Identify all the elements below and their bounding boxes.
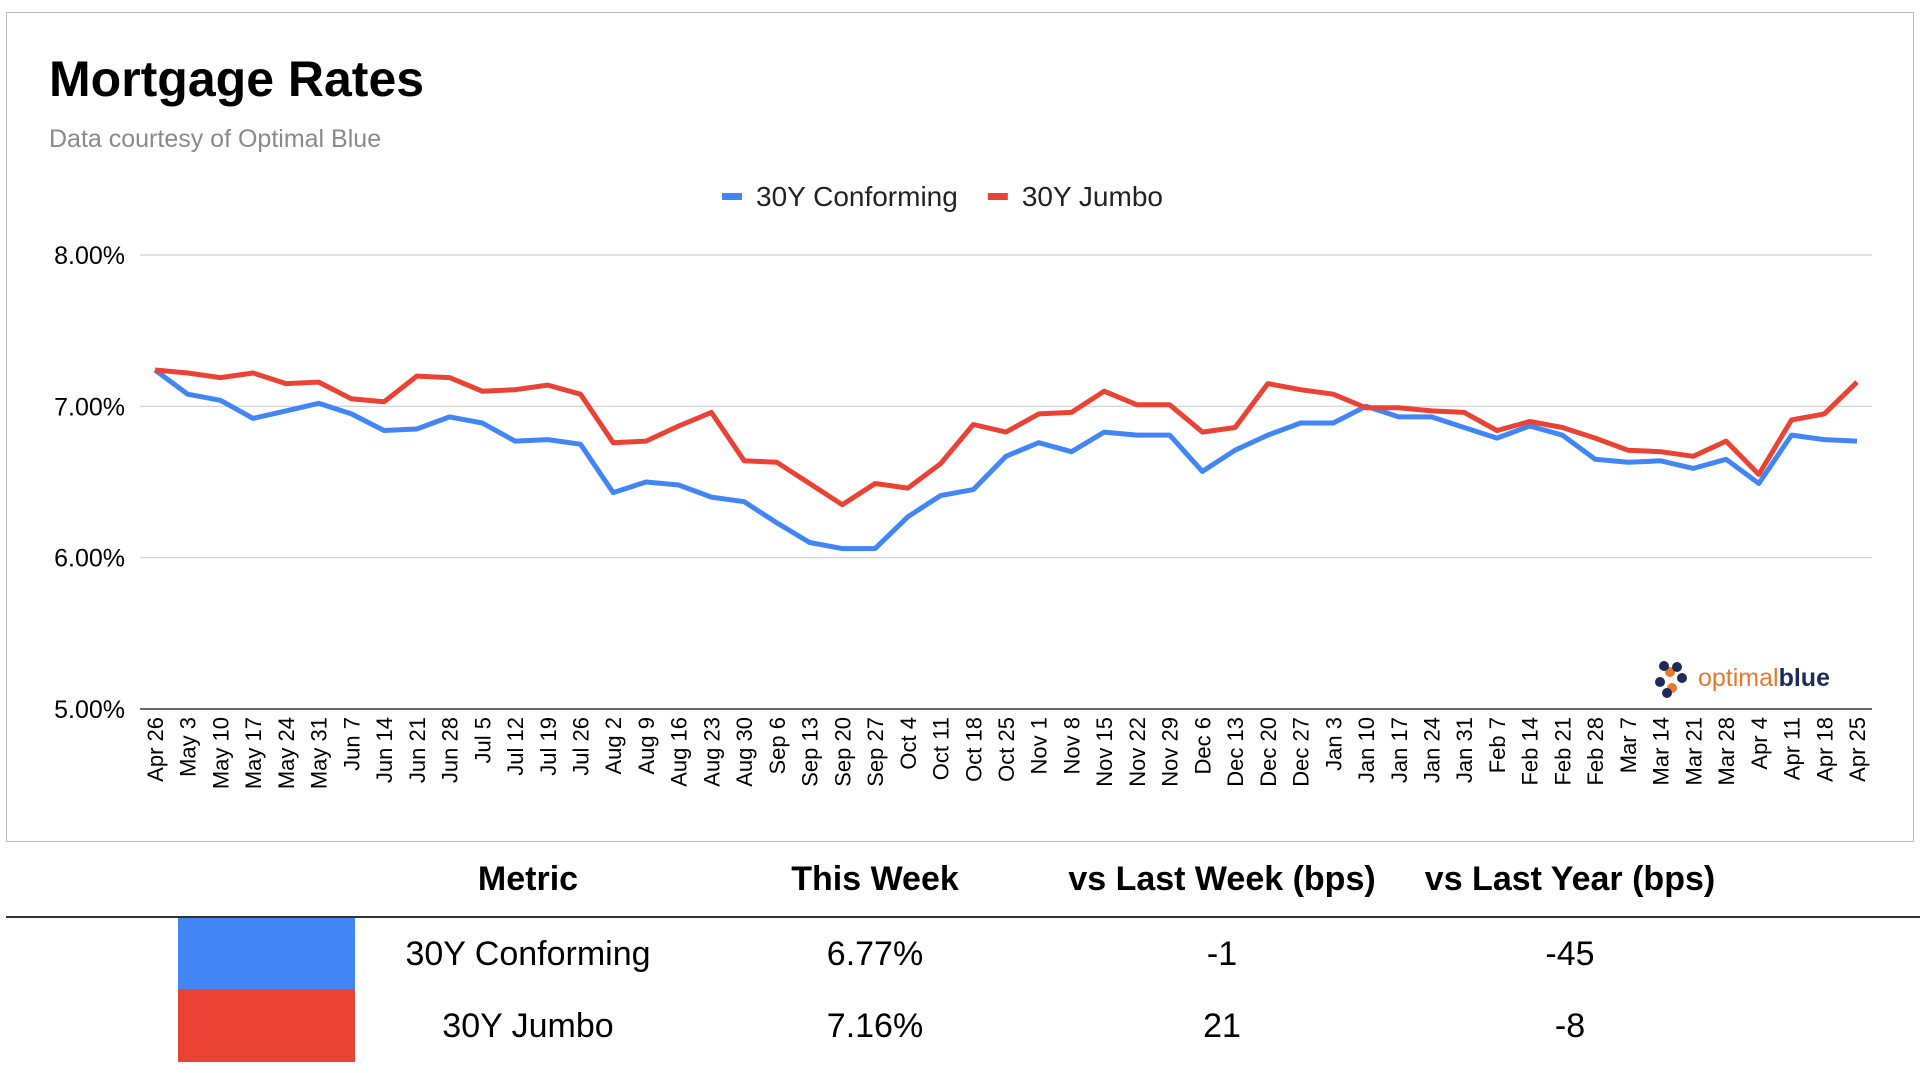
x-tick-label: Jun 21 bbox=[405, 717, 430, 783]
y-tick-label: 7.00% bbox=[54, 393, 125, 421]
x-tick-label: Jul 19 bbox=[536, 717, 561, 776]
x-tick-label: Jun 7 bbox=[339, 717, 364, 771]
y-tick-label: 6.00% bbox=[54, 545, 125, 573]
logo-dot bbox=[1655, 677, 1665, 687]
header-vs-last-week: vs Last Week (bps) bbox=[1068, 860, 1376, 898]
x-tick-label: Dec 27 bbox=[1289, 717, 1314, 787]
x-tick-label: Nov 29 bbox=[1158, 717, 1183, 787]
x-tick-label: Jan 17 bbox=[1387, 717, 1412, 783]
row-jumbo-vs-last-week: 21 bbox=[1203, 1007, 1241, 1045]
x-tick-label: Apr 4 bbox=[1747, 717, 1772, 770]
x-tick-label: Mar 7 bbox=[1616, 717, 1641, 773]
x-tick-label: Mar 21 bbox=[1681, 717, 1706, 785]
x-tick-label: Jun 28 bbox=[438, 717, 463, 783]
chart-title: Mortgage Rates bbox=[49, 51, 425, 107]
legend-label: 30Y Conforming bbox=[756, 181, 958, 212]
x-tick-label: Jul 12 bbox=[503, 717, 528, 776]
x-tick-label: Nov 15 bbox=[1092, 717, 1117, 787]
row-conforming-this-week: 6.77% bbox=[826, 935, 924, 973]
x-tick-label: Jun 14 bbox=[372, 717, 397, 783]
x-tick-label: Apr 11 bbox=[1780, 717, 1805, 780]
x-tick-label: Dec 20 bbox=[1256, 717, 1281, 787]
header-this-week: This Week bbox=[791, 860, 959, 898]
x-tick-label: Sep 27 bbox=[863, 717, 888, 787]
x-tick-label: Dec 6 bbox=[1190, 717, 1215, 774]
x-tick-label: Feb 28 bbox=[1583, 717, 1608, 786]
logo-dot bbox=[1662, 688, 1672, 698]
row-jumbo-vs-last-year: -8 bbox=[1554, 1007, 1586, 1045]
x-tick-label: Mar 14 bbox=[1649, 717, 1674, 785]
series-line-30y-jumbo bbox=[154, 367, 1859, 508]
x-tick-label: Aug 23 bbox=[699, 717, 724, 787]
optimal-blue-logo: optimalblue bbox=[1698, 664, 1830, 692]
row-jumbo-metric: 30Y Jumbo bbox=[442, 1007, 614, 1045]
x-tick-label: Jan 10 bbox=[1354, 717, 1379, 783]
x-tick-label: Aug 16 bbox=[667, 717, 692, 787]
x-tick-label: Dec 13 bbox=[1223, 717, 1248, 787]
row-jumbo-this-week: 7.16% bbox=[826, 1007, 924, 1045]
x-tick-label: Nov 1 bbox=[1027, 717, 1052, 774]
logo-dot bbox=[1659, 661, 1669, 671]
x-tick-label: Apr 25 bbox=[1845, 717, 1870, 782]
line-chart: 5.00% 6.00% 7.00% 8.00% Apr 26 May 3 May 10 May… bbox=[54, 181, 1872, 789]
x-tick-label: Feb 21 bbox=[1550, 717, 1575, 786]
x-tick-label: May 17 bbox=[241, 717, 266, 789]
x-tick-label: Sep 20 bbox=[830, 717, 855, 787]
row-conforming-vs-last-year: -45 bbox=[1545, 935, 1595, 973]
x-tick-label: Oct 18 bbox=[961, 717, 986, 782]
row-conforming-metric: 30Y Conforming bbox=[405, 935, 651, 973]
x-tick-label: May 10 bbox=[208, 717, 233, 789]
header-vs-last-year: vs Last Year (bps) bbox=[1424, 860, 1716, 898]
legend-label: 30Y Jumbo bbox=[1022, 181, 1163, 212]
x-tick-label: Aug 9 bbox=[634, 717, 659, 775]
x-tick-label: Nov 22 bbox=[1125, 717, 1150, 787]
table-divider bbox=[6, 916, 1920, 918]
x-tick-label: Feb 14 bbox=[1518, 717, 1543, 786]
x-tick-label: Sep 6 bbox=[765, 717, 790, 775]
x-tick-label: Sep 13 bbox=[798, 717, 823, 787]
chart-subtitle: Data courtesy of Optimal Blue bbox=[49, 125, 382, 153]
x-tick-label: Jan 3 bbox=[1321, 717, 1346, 771]
x-tick-label: Mar 28 bbox=[1714, 717, 1739, 785]
x-tick-label: Nov 8 bbox=[1059, 717, 1084, 774]
chart-card bbox=[6, 12, 1914, 842]
legend-swatch bbox=[987, 193, 1008, 200]
x-tick-label: May 3 bbox=[176, 717, 201, 777]
x-tick-label: Oct 25 bbox=[994, 717, 1019, 782]
x-tick-label: Aug 30 bbox=[732, 717, 757, 787]
series-line-30y-conforming bbox=[153, 367, 1858, 552]
conforming-color-swatch bbox=[178, 918, 355, 989]
x-tick-label: Aug 2 bbox=[601, 717, 626, 775]
logo-dot bbox=[1677, 673, 1687, 683]
x-tick-label: Apr 26 bbox=[143, 717, 168, 782]
y-tick-label: 8.00% bbox=[54, 242, 125, 270]
jumbo-color-swatch bbox=[178, 989, 355, 1062]
x-tick-label: Jan 24 bbox=[1420, 717, 1445, 783]
x-tick-label: Jul 5 bbox=[470, 717, 495, 763]
x-tick-label: Jul 26 bbox=[569, 717, 594, 776]
x-tick-label: Feb 7 bbox=[1485, 717, 1510, 773]
x-tick-label: May 24 bbox=[274, 717, 299, 789]
row-conforming-vs-last-week: -1 bbox=[1206, 935, 1238, 973]
logo-dot bbox=[1672, 662, 1682, 672]
header-metric: Metric bbox=[477, 860, 579, 898]
x-tick-label: Oct 4 bbox=[896, 717, 921, 770]
y-tick-label: 5.00% bbox=[54, 696, 125, 724]
x-tick-label: May 31 bbox=[307, 717, 332, 789]
x-tick-label: Jan 31 bbox=[1452, 717, 1477, 783]
x-tick-label: Oct 11 bbox=[929, 717, 954, 780]
x-tick-label: Apr 18 bbox=[1812, 717, 1837, 782]
legend-swatch bbox=[722, 193, 742, 200]
